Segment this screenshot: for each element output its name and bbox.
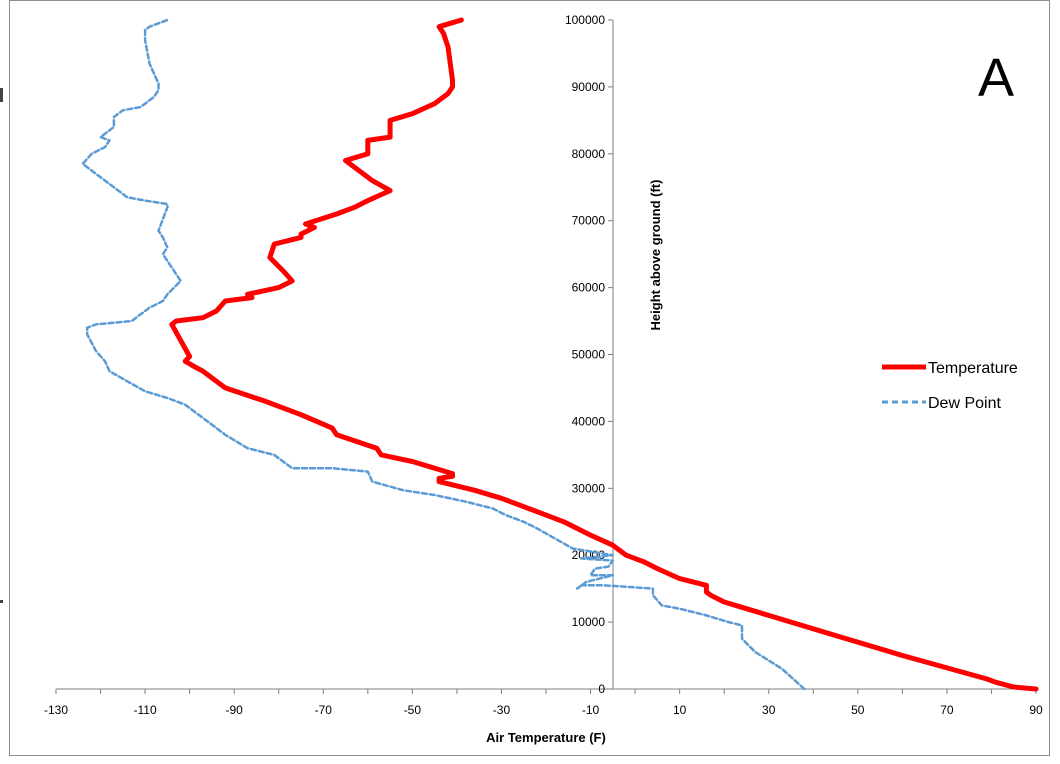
y-tick-label: 30000 bbox=[572, 481, 606, 495]
legend: Temperature Dew Point bbox=[882, 360, 1018, 412]
series-line-temperature bbox=[169, 17, 1039, 692]
y-tick-label: 90000 bbox=[572, 80, 606, 94]
y-tick-label: 60000 bbox=[572, 281, 606, 295]
y-tick-label: 70000 bbox=[572, 214, 606, 228]
legend-label-temperature: Temperature bbox=[928, 360, 1018, 377]
panel-label: A bbox=[978, 48, 1014, 108]
x-tick-label: -130 bbox=[44, 703, 68, 717]
x-tick-label: 30 bbox=[762, 703, 776, 717]
x-tick-label: -90 bbox=[226, 703, 244, 717]
x-tick-label: -50 bbox=[404, 703, 422, 717]
x-tick-label: -10 bbox=[582, 703, 600, 717]
x-tick-label: 10 bbox=[673, 703, 687, 717]
legend-label-dew-point: Dew Point bbox=[928, 395, 1001, 412]
y-axis-title: Height above ground (ft) bbox=[648, 180, 663, 331]
y-tick-label: 50000 bbox=[572, 348, 606, 362]
x-axis-title: Air Temperature (F) bbox=[486, 730, 606, 745]
x-tick-label: 50 bbox=[851, 703, 865, 717]
y-tick-label: 10000 bbox=[572, 615, 606, 629]
y-tick-label: 80000 bbox=[572, 147, 606, 161]
axes: -130 -110 -90 -70 -50 -30 -10 10 30 50 70 900100002… bbox=[44, 13, 1043, 717]
cropped-text-fragment bbox=[0, 600, 3, 603]
x-tick-label: 90 bbox=[1029, 703, 1043, 717]
series-lines bbox=[81, 17, 1039, 692]
x-tick-label: 70 bbox=[940, 703, 954, 717]
x-tick-label: -30 bbox=[493, 703, 511, 717]
y-tick-label: 40000 bbox=[572, 414, 606, 428]
y-tick-label: 100000 bbox=[565, 13, 605, 27]
series-line-dew-point bbox=[81, 18, 806, 691]
chart-frame bbox=[9, 0, 1050, 756]
x-tick-label: -110 bbox=[134, 703, 157, 717]
cropped-text-fragment bbox=[0, 88, 3, 102]
y-tick-label: 0 bbox=[598, 682, 605, 696]
x-tick-label: -70 bbox=[315, 703, 333, 717]
